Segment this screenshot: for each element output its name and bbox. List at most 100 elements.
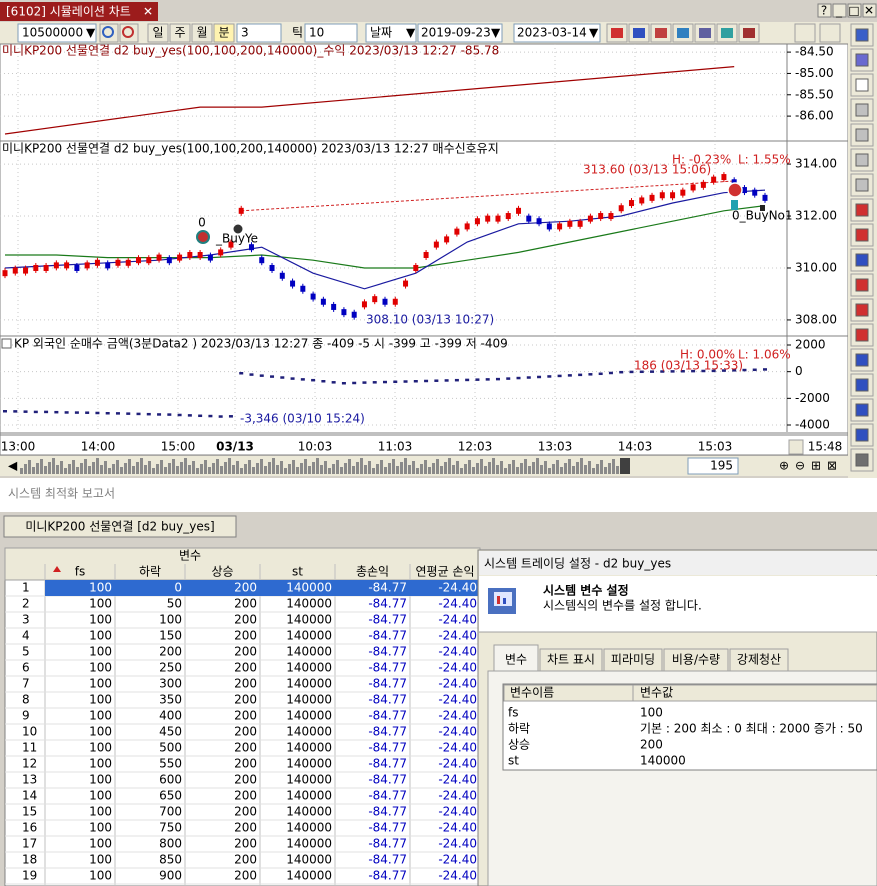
period-button[interactable] (147, 23, 169, 43)
dot (557, 374, 562, 378)
dialog-tab[interactable] (493, 644, 539, 673)
volume-bar (352, 466, 355, 474)
cell: -24.40 (438, 661, 477, 675)
cell: -24.40 (438, 709, 477, 723)
dot (74, 411, 79, 414)
period-button[interactable] (213, 23, 235, 43)
volume-bar (312, 462, 315, 474)
label: 10 (309, 26, 324, 40)
cell: 140000 (286, 725, 332, 739)
cell: -24.40 (438, 725, 477, 739)
selected-row (45, 580, 480, 596)
end-date[interactable] (513, 23, 601, 43)
start-date[interactable] (417, 23, 503, 43)
cell: 140000 (286, 757, 332, 771)
candle (187, 251, 193, 258)
volume-bar (336, 460, 339, 474)
volume-bar (380, 460, 383, 474)
cell: 200 (234, 837, 257, 851)
volume-bar (100, 465, 103, 474)
volume-bar (200, 464, 203, 474)
dot (434, 379, 439, 382)
scroll-input[interactable] (687, 457, 739, 475)
report-tab[interactable] (3, 515, 237, 538)
candle (259, 257, 265, 264)
annotation: 186 (03/13 15:33) (634, 359, 743, 373)
collapse-icon[interactable] (1, 338, 12, 349)
cell: 900 (159, 869, 182, 883)
candle (115, 259, 121, 266)
candle (372, 296, 378, 303)
candle (628, 200, 634, 207)
dot (732, 369, 737, 372)
tool-icon (611, 28, 623, 38)
scroll-control[interactable]: ⊠ (827, 459, 837, 473)
volume-bar (588, 461, 591, 474)
volume-bar (488, 462, 491, 474)
dialog-icon-bar (497, 596, 500, 604)
scroll-count: 195 (710, 459, 733, 473)
volume-bar (108, 468, 111, 474)
sell-marker-base (731, 200, 738, 210)
volume-bar (144, 465, 147, 474)
dot (701, 369, 706, 373)
candle (577, 220, 583, 227)
candle (238, 207, 244, 214)
tool-button[interactable] (794, 23, 816, 43)
candle (218, 249, 224, 256)
y-tick-label: -85.00 (795, 66, 834, 80)
volume-bar (444, 462, 447, 474)
cell: 200 (234, 597, 257, 611)
label: 3 (241, 26, 249, 40)
cell: 550 (159, 757, 182, 771)
volume-bar (256, 463, 259, 474)
candle (300, 285, 306, 292)
dot (270, 375, 275, 378)
cell: -84.77 (368, 853, 407, 867)
candle (382, 298, 388, 305)
tick-input[interactable] (304, 23, 358, 43)
row-number: 6 (22, 661, 30, 675)
tool-button[interactable] (819, 23, 841, 43)
window-tab[interactable] (0, 2, 158, 21)
zoom-button[interactable] (788, 439, 804, 455)
cell: -84.77 (368, 581, 407, 595)
dropdown-arrow: ▼ (589, 26, 599, 40)
window-button[interactable] (832, 3, 847, 18)
code-input[interactable] (17, 23, 97, 43)
cell: 600 (159, 773, 182, 787)
dot (341, 382, 346, 385)
volume-bar (224, 462, 227, 474)
window-title[interactable]: [6102] 시뮬레이션 차트 (6, 5, 131, 19)
minute-input[interactable] (236, 23, 282, 43)
candle (485, 215, 491, 222)
candle (752, 189, 758, 196)
x-tick-label: 12:03 (458, 440, 493, 454)
window-button[interactable] (817, 3, 832, 18)
window-button[interactable] (862, 3, 877, 18)
close-icon[interactable]: ✕ (143, 5, 153, 19)
variable-name: 하락 (508, 722, 530, 736)
cell: 100 (89, 693, 112, 707)
cell: 100 (89, 773, 112, 787)
window-button-icon: ? (821, 4, 827, 18)
cell: 200 (234, 677, 257, 691)
variable-value: 140000 (640, 754, 686, 768)
date-type[interactable] (365, 23, 417, 43)
cell: -24.40 (438, 645, 477, 659)
scroll-thumb[interactable] (620, 458, 630, 474)
period-button[interactable] (169, 23, 191, 43)
candle (177, 254, 183, 261)
volume-bar (520, 463, 523, 474)
scroll-control[interactable]: ⊖ (795, 459, 805, 473)
scroll-control[interactable]: ⊕ (779, 459, 789, 473)
window-button[interactable] (847, 3, 862, 18)
period-button[interactable] (191, 23, 213, 43)
row-number: 15 (22, 805, 37, 819)
variable-name: fs (508, 706, 518, 720)
scroll-control[interactable]: ⊞ (811, 459, 821, 473)
volume-bar (172, 459, 175, 474)
annotation: 308.10 (03/13 10:27) (366, 313, 494, 327)
side-tool-icon (855, 328, 869, 342)
side-tool-icon (855, 128, 869, 142)
